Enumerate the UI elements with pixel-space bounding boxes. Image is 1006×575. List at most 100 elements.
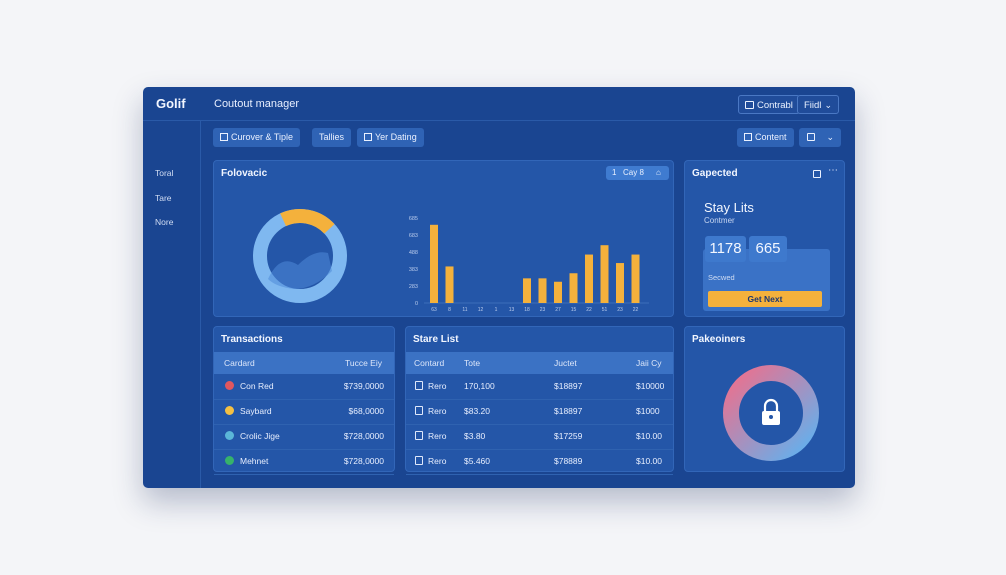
share-list-header: Contard Tote Juctet Jaii Cy bbox=[406, 352, 673, 374]
x-tick-label: 23 bbox=[617, 307, 623, 313]
card-subtitle: Contmer bbox=[704, 216, 735, 225]
table-row[interactable]: Rero 170,100 $18897 $10000 bbox=[406, 374, 673, 400]
share-cell-4: $10000 bbox=[636, 381, 665, 391]
share-cell-3: $17259 bbox=[554, 431, 583, 441]
green-check-icon bbox=[225, 456, 234, 465]
row-value: $68,0000 bbox=[348, 406, 384, 416]
red-globe-icon bbox=[225, 381, 234, 390]
stat-value-2: 665 bbox=[749, 236, 787, 262]
share-col-3: Juctet bbox=[554, 358, 577, 368]
sidebar-item-tare[interactable]: Tare bbox=[155, 193, 172, 203]
x-tick-label: 18 bbox=[524, 307, 530, 313]
tab-yer-dating-label: Yer Dating bbox=[375, 132, 417, 142]
sidebar-item-nore[interactable]: Nore bbox=[155, 217, 174, 227]
tab-tallies[interactable]: Tallies bbox=[312, 128, 352, 147]
tab-yer-dating[interactable]: Yer Dating bbox=[357, 128, 424, 147]
share-cell-1: Rero bbox=[428, 431, 447, 441]
content-button[interactable]: Content bbox=[737, 128, 794, 147]
transactions-col-name: Cardard bbox=[224, 358, 255, 368]
transactions-header: Cardard Tucce Eiy bbox=[214, 352, 394, 374]
pill-label: Cay 8 bbox=[623, 168, 644, 177]
bar bbox=[554, 281, 562, 303]
row-name: Saybard bbox=[240, 406, 272, 416]
share-col-1: Contard bbox=[414, 358, 445, 368]
transactions-panel: Transactions Cardard Tucce Eiy Con Red $7… bbox=[213, 326, 395, 475]
share-cell-4: $10.00 bbox=[636, 431, 662, 441]
share-list-title: Stare List bbox=[413, 334, 459, 345]
y-tick-label: 283 bbox=[409, 284, 418, 290]
field-dropdown[interactable]: Fiidl ⌄ bbox=[797, 95, 839, 114]
x-tick-label: 51 bbox=[602, 307, 608, 313]
table-row[interactable]: Rero $83.20 $18897 $1000 bbox=[406, 399, 673, 425]
table-row[interactable]: Rero $3.80 $17259 $10.00 bbox=[406, 424, 673, 450]
overview-filter-pill[interactable]: 1 Cay 8 ⌂ bbox=[606, 166, 669, 180]
table-row[interactable]: Saybard $68,0000 bbox=[214, 399, 394, 425]
view-dropdown[interactable]: ⌄ bbox=[799, 128, 841, 147]
y-tick-label: 0 bbox=[415, 301, 418, 307]
briefcase-icon bbox=[745, 101, 754, 109]
overview-title: Folovacic bbox=[221, 168, 268, 179]
share-cell-3: $18897 bbox=[554, 381, 583, 391]
security-title: Pakeoiners bbox=[692, 334, 746, 345]
table-row[interactable]: Mehnet $728,0000 bbox=[214, 449, 394, 475]
bar bbox=[430, 224, 438, 303]
list-icon bbox=[364, 133, 372, 141]
yellow-coin-icon bbox=[225, 406, 234, 415]
app-title: Coutout manager bbox=[214, 98, 299, 110]
bar bbox=[631, 254, 640, 303]
card-field-label: Secwed bbox=[708, 273, 735, 282]
security-panel: Pakeoiners bbox=[684, 326, 845, 472]
tab-curover-tiple[interactable]: Curover & Tiple bbox=[213, 128, 301, 147]
bar-chart: 685 683 488 383 283 0 63 8 11 12 1 13 18 23 27 15 22 51 23… bbox=[409, 216, 649, 313]
grid-icon bbox=[744, 133, 752, 141]
share-cell-1: Rero bbox=[428, 406, 447, 416]
row-value: $728,0000 bbox=[343, 456, 384, 466]
table-row[interactable]: Rero $5.460 $78889 $10.00 bbox=[406, 449, 673, 475]
table-row[interactable]: Crolic Jige $728,0000 bbox=[214, 424, 394, 450]
row-name: Mehnet bbox=[240, 456, 269, 466]
card-heading: Stay Lits bbox=[704, 200, 754, 215]
row-value: $728,0000 bbox=[343, 431, 384, 441]
document-icon bbox=[415, 456, 423, 465]
sidebar-item-toral[interactable]: Toral bbox=[155, 168, 174, 178]
more-icon[interactable]: ⋯ bbox=[828, 165, 838, 176]
share-cell-4: $10.00 bbox=[636, 456, 662, 466]
bar bbox=[523, 278, 531, 303]
image-icon bbox=[807, 133, 815, 141]
share-cell-2: $83.20 bbox=[464, 406, 490, 416]
x-tick-label: 1 bbox=[495, 307, 498, 313]
transactions-title: Transactions bbox=[221, 334, 283, 345]
row-name: Con Red bbox=[240, 381, 274, 391]
document-icon bbox=[415, 381, 423, 390]
y-tick-label: 683 bbox=[409, 233, 418, 239]
row-name: Crolic Jige bbox=[240, 431, 280, 441]
bar bbox=[585, 254, 593, 303]
security-ring-circle bbox=[723, 365, 819, 461]
share-col-2: Tote bbox=[464, 358, 481, 368]
sidebar: Toral Tare Nore bbox=[143, 121, 201, 488]
x-tick-label: 13 bbox=[509, 307, 515, 313]
chevron-down-icon: ⌄ bbox=[824, 100, 832, 110]
bar bbox=[538, 278, 547, 303]
share-cell-2: $3.80 bbox=[464, 431, 486, 441]
control-button-label: Contrabl bbox=[757, 100, 793, 111]
top-bar: Golif Coutout manager Contrabl Fiidl ⌄ bbox=[143, 87, 855, 121]
calendar-icon bbox=[220, 133, 228, 141]
y-tick-label: 685 bbox=[409, 216, 418, 222]
field-dropdown-label: Fiidl bbox=[804, 100, 822, 111]
security-ring bbox=[723, 365, 819, 461]
stat-value-1: 1178 bbox=[705, 236, 746, 262]
share-col-4: Jaii Cy bbox=[636, 358, 662, 368]
overview-panel: Folovacic 1 Cay 8 ⌂ 685 683 488 383 283 0 63 8 1… bbox=[213, 160, 674, 317]
table-row[interactable]: Con Red $739,0000 bbox=[214, 374, 394, 400]
x-tick-label: 22 bbox=[633, 307, 639, 313]
x-tick-label: 15 bbox=[571, 307, 577, 313]
share-cell-2: $5.460 bbox=[464, 456, 490, 466]
get-next-button[interactable]: Get Next bbox=[708, 291, 822, 307]
x-tick-label: 8 bbox=[448, 307, 451, 313]
lock-icon bbox=[762, 398, 780, 425]
control-button[interactable]: Contrabl bbox=[738, 95, 800, 114]
share-cell-2: 170,100 bbox=[464, 381, 495, 391]
share-cell-1: Rero bbox=[428, 456, 447, 466]
x-tick-label: 63 bbox=[431, 307, 437, 313]
